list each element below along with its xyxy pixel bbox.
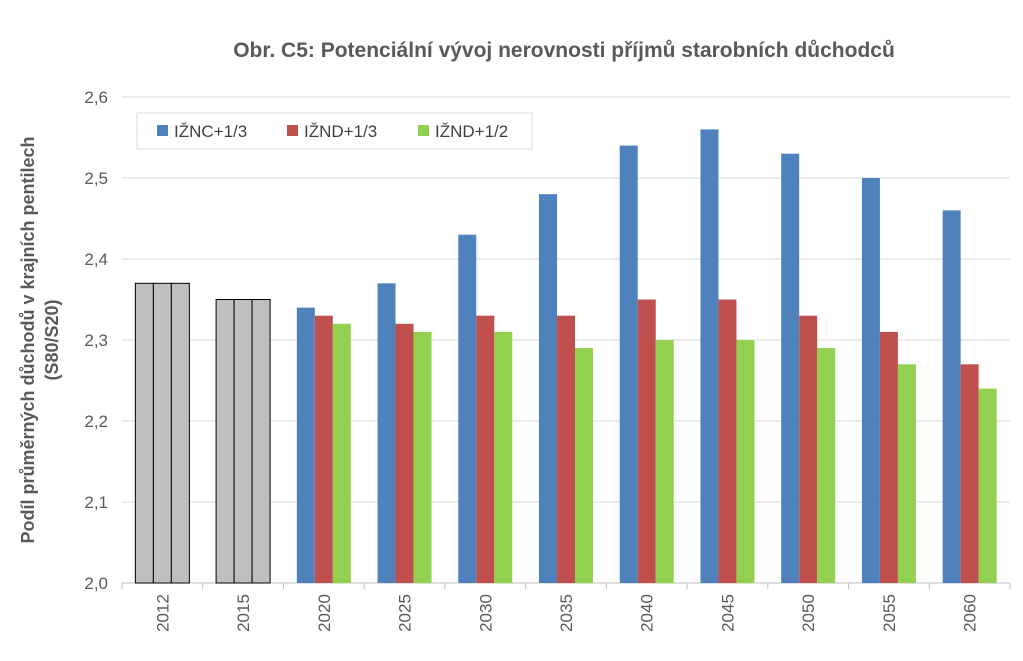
x-tick-label: 2050: [799, 594, 818, 632]
y-tick-label: 2,2: [84, 412, 108, 431]
chart-title: Obr. C5: Potenciální vývoj nerovnosti př…: [233, 39, 895, 62]
bar: [170, 282, 190, 584]
bar: [879, 331, 898, 583]
x-tick-label: 2015: [234, 594, 253, 632]
bar: [942, 210, 961, 583]
x-tick-label: 2012: [153, 594, 172, 632]
bar: [476, 315, 495, 583]
y-axis-label-line1: Podíl průměrných důchodů v krajních pent…: [18, 136, 38, 543]
legend-swatch: [418, 125, 429, 136]
legend-box: [136, 112, 533, 150]
legend-swatch: [287, 125, 298, 136]
bar: [134, 282, 154, 584]
bar: [251, 299, 271, 584]
bar: [395, 323, 414, 583]
bar: [718, 299, 737, 583]
bar: [781, 153, 800, 583]
bar: [314, 315, 333, 583]
bar: [215, 299, 235, 584]
x-tick-label: 2020: [315, 594, 334, 632]
bar: [897, 364, 916, 583]
bar: [655, 340, 674, 583]
x-tick-label: 2030: [476, 594, 495, 632]
bar: [861, 178, 880, 583]
x-axis: 2012 2015 2020 2025 2030 2035 2040 2045 2050 2055…: [121, 583, 1011, 632]
bar: [332, 323, 351, 583]
x-tick-label: 2040: [638, 594, 657, 632]
legend-label: IŽND+1/2: [435, 122, 508, 141]
bar: [458, 234, 477, 583]
y-tick-label: 2,5: [84, 169, 108, 188]
x-tick-label: 2060: [961, 594, 980, 632]
bar: [233, 299, 253, 584]
bar: [557, 315, 575, 583]
legend-label: IŽND+1/3: [304, 122, 377, 141]
x-tick-label: 2025: [396, 594, 415, 632]
y-tick-label: 2,3: [84, 331, 108, 350]
bar: [978, 388, 997, 583]
y-tick-label: 2,6: [84, 88, 108, 107]
y-tick-label: 2,4: [84, 250, 108, 269]
y-tick-label: 2,0: [84, 574, 108, 593]
bar: [539, 194, 557, 583]
y-tick-label: 2,1: [84, 493, 108, 512]
bar: [575, 348, 593, 583]
bar: [494, 331, 513, 583]
y-axis-label-line2: (S80/S20): [42, 299, 62, 380]
bar: [960, 364, 979, 583]
bar: [736, 340, 755, 583]
legend: IŽNC+1/3 IŽND+1/3 IŽND+1/2: [136, 112, 533, 150]
bar: [152, 282, 172, 584]
bars: [134, 129, 997, 584]
bar: [619, 145, 638, 583]
legend-swatch: [157, 125, 168, 136]
bar: [377, 283, 396, 583]
bar: [413, 331, 432, 583]
bar: [799, 315, 818, 583]
bar: [817, 348, 836, 583]
bar: [700, 129, 719, 583]
x-tick-label: 2035: [557, 594, 576, 632]
x-tick-label: 2055: [880, 594, 899, 632]
legend-label: IŽNC+1/3: [174, 122, 247, 141]
bar: [296, 307, 315, 583]
x-tick-label: 2045: [718, 594, 737, 632]
bar: [637, 299, 656, 583]
